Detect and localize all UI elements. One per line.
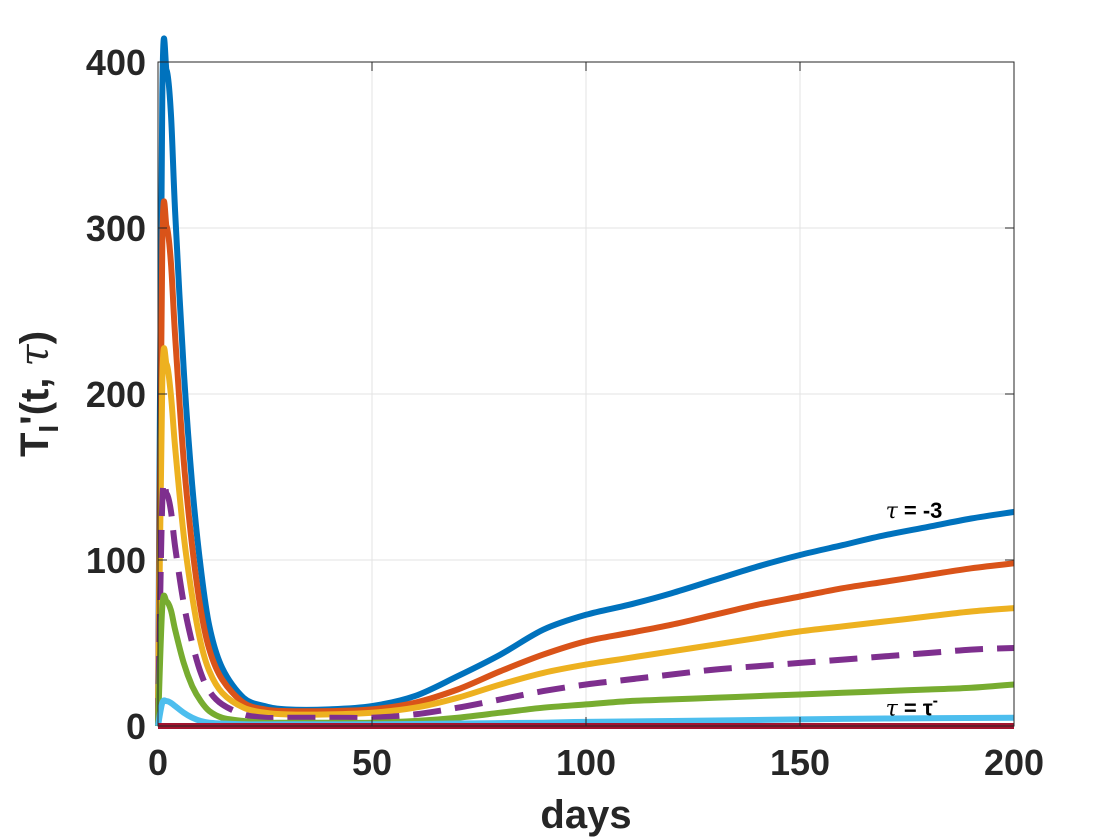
y-label-prime: ' [13,415,57,425]
annotation-2: τ = τ- [886,693,938,722]
x-tick-label: 150 [770,742,830,783]
y-label-open: (t, [13,366,57,415]
y-axis-label: TI'(t, τ) [12,331,64,457]
x-tick-label: 100 [556,742,616,783]
y-label-tau: τ [12,343,58,366]
x-tick-label: 0 [148,742,168,783]
grid [158,62,1014,726]
y-tick-label: 200 [86,374,146,415]
y-tick-label: 100 [86,540,146,581]
y-tick-label: 400 [86,42,146,83]
x-tick-label: 50 [352,742,392,783]
y-tick-label: 300 [86,208,146,249]
series-line-2 [155,198,1015,727]
annotation-1: τ = -3 [886,498,943,524]
x-tick-label: 200 [984,742,1044,783]
y-label-base: T [13,433,57,457]
annotations: τ = -3 τ = τ- [886,498,943,722]
ticks: 0 50 100 150 200 0 100 200 300 400 [86,42,1044,783]
series-line-3 [155,345,1015,727]
y-tick-label: 0 [126,706,146,747]
x-axis-label: days [540,793,631,837]
y-label-sub: I [33,425,64,433]
y-label-close: ) [13,331,57,344]
